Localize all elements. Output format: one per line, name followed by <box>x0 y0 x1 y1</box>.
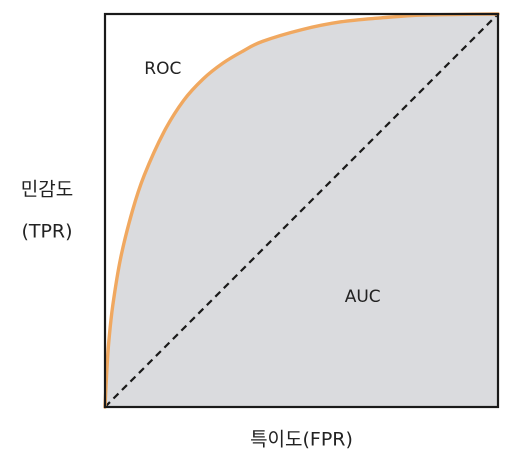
roc-curve <box>103 12 500 409</box>
annotation-auc: AUC <box>345 287 381 307</box>
plot-frame <box>103 12 500 409</box>
y-axis-label-line-1: 민감도 <box>21 179 73 201</box>
annotation-roc: ROC <box>144 59 181 79</box>
diagonal-reference-line <box>104 13 499 408</box>
x-axis-label: 특이도(FPR) <box>250 429 353 451</box>
y-axis-label-line-2: (TPR) <box>21 221 72 243</box>
